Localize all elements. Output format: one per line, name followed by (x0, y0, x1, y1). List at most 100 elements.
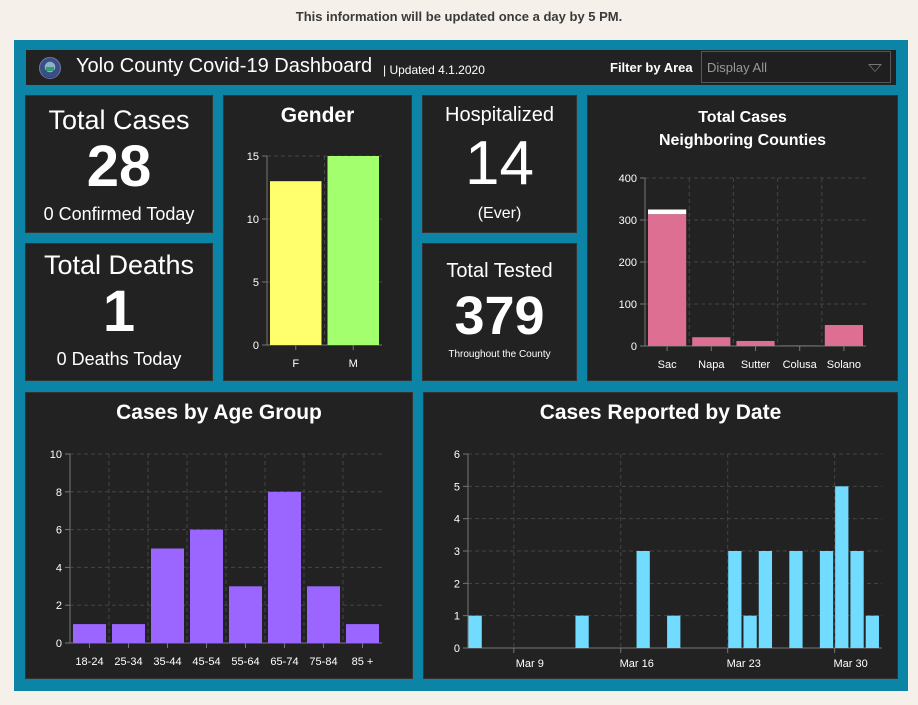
counties-bar (736, 340, 775, 346)
dashboard-title: Yolo County Covid-19 Dashboard (76, 55, 373, 77)
counties-ytick-label: 0 (631, 341, 637, 353)
age-ytick-label: 6 (56, 525, 62, 537)
date-xtick-label: Mar 30 (834, 658, 868, 670)
counties-bar (692, 338, 731, 346)
counties-ytick-label: 300 (619, 215, 637, 227)
date-bar (575, 615, 589, 648)
gender-ytick-label: 5 (253, 277, 259, 289)
counties-xtick-label: Colusa (783, 359, 818, 371)
date-chart-panel: Cases Reported by Date 0 1 2 3 4 5 6 Mar 9 Mar 1… (423, 392, 898, 679)
gender-xtick-label: F (292, 358, 299, 370)
hospitalized-indicator: Hospitalized 14 (Ever) (422, 95, 577, 233)
age-bar (151, 548, 184, 643)
county-seal-icon (39, 57, 61, 79)
age-ytick-label: 4 (56, 562, 62, 574)
age-xtick-label: 55-64 (231, 656, 259, 668)
gender-ytick-label: 0 (253, 340, 259, 352)
age-bar (73, 624, 106, 643)
date-xtick-label: Mar 9 (516, 658, 544, 670)
total-cases-sub: 0 Confirmed Today (43, 204, 195, 224)
counties-xtick-label: Solano (827, 359, 861, 371)
date-bar (636, 551, 650, 648)
age-ytick-label: 0 (56, 638, 62, 650)
date-ytick-label: 0 (454, 643, 460, 655)
date-bar (468, 615, 482, 648)
counties-xtick-label: Napa (698, 359, 725, 371)
counties-chart-panel: Total Cases Neighboring Counties 0 100 200… (587, 95, 898, 381)
age-ytick-label: 2 (56, 600, 62, 612)
total-deaths-sub: 0 Deaths Today (56, 349, 182, 369)
total-cases-title: Total Cases (48, 105, 190, 135)
gender-bar (327, 156, 379, 345)
date-bar (819, 551, 834, 648)
date-xtick-label: Mar 16 (620, 658, 654, 670)
counties-bar (648, 209, 687, 215)
date-ytick-label: 1 (454, 611, 460, 623)
age-xtick-label: 85 + (352, 656, 374, 668)
age-xtick-label: 65-74 (270, 656, 298, 668)
counties-ytick-label: 200 (619, 257, 637, 269)
filter-area-dropdown[interactable]: Display All (701, 51, 891, 83)
date-bar (850, 551, 864, 648)
dashboard-header: Yolo County Covid-19 Dashboard | Updated… (26, 50, 896, 85)
date-ytick-label: 3 (454, 546, 460, 558)
date-bar (865, 615, 879, 648)
total-tested-sub: Throughout the County (448, 349, 551, 360)
date-bar (758, 551, 773, 648)
counties-bar (824, 325, 863, 346)
dashboard-frame: Yolo County Covid-19 Dashboard | Updated… (14, 40, 908, 691)
total-deaths-value: 1 (102, 279, 136, 344)
gender-chart: 0 5 10 15 F M (247, 151, 382, 370)
filter-selected-value: Display All (707, 60, 767, 75)
date-ytick-label: 4 (454, 514, 460, 526)
counties-title-line-2: Neighboring Counties (658, 132, 827, 149)
hospitalized-sub: (Ever) (477, 205, 522, 222)
date-bar (667, 615, 681, 648)
date-chart: 0 1 2 3 4 5 6 Mar 9 Mar 16 Mar 23 Mar 30 (454, 449, 882, 670)
counties-chart-title: Total Cases Neighboring Counties (588, 106, 897, 152)
age-xtick-label: 75-84 (309, 656, 337, 668)
gender-bar (270, 181, 322, 345)
age-bar (307, 586, 340, 643)
age-xtick-label: 45-54 (192, 656, 220, 668)
age-xtick-label: 18-24 (75, 656, 103, 668)
age-chart: 0 2 4 6 8 10 18-24 25-34 35-44 45-54 55-64 65-74 75-… (50, 449, 382, 668)
age-chart-panel: Cases by Age Group 0 2 4 6 8 10 18-24 25-34 35-4… (25, 392, 413, 679)
total-tested-value: 379 (454, 286, 545, 346)
filter-label: Filter by Area (610, 60, 693, 75)
date-bar (728, 551, 742, 648)
gender-ytick-label: 15 (247, 151, 259, 163)
date-xtick-label: Mar 23 (727, 658, 761, 670)
age-bar (268, 491, 301, 643)
total-cases-value: 28 (86, 134, 152, 199)
date-bar (835, 486, 849, 648)
chevron-down-icon (868, 64, 882, 72)
age-bar (112, 624, 145, 643)
total-tested-title: Total Tested (446, 260, 553, 282)
date-ytick-label: 5 (454, 481, 460, 493)
age-ytick-label: 8 (56, 487, 62, 499)
counties-ytick-label: 100 (619, 299, 637, 311)
hospitalized-title: Hospitalized (445, 104, 554, 126)
gender-ytick-label: 10 (247, 214, 259, 226)
age-xtick-label: 25-34 (114, 656, 142, 668)
age-ytick-label: 10 (50, 449, 62, 461)
date-bar (743, 615, 757, 648)
age-bar (190, 529, 223, 643)
age-xtick-label: 35-44 (153, 656, 181, 668)
hospitalized-value: 14 (465, 129, 534, 198)
counties-chart: 0 100 200 300 400 Sac Napa Sutter Colusa Solano (619, 173, 866, 371)
counties-xtick-label: Sac (658, 359, 677, 371)
total-deaths-title: Total Deaths (43, 250, 195, 280)
update-notice: This information will be updated once a … (295, 9, 623, 24)
date-chart-title: Cases Reported by Date (539, 401, 782, 424)
gender-chart-title: Gender (280, 104, 355, 127)
updated-date: | Updated 4.1.2020 (383, 63, 485, 77)
date-ytick-label: 2 (454, 578, 460, 590)
counties-bar (648, 214, 687, 346)
total-cases-indicator: Total Cases 28 0 Confirmed Today (25, 95, 213, 233)
counties-title-line-1: Total Cases (698, 109, 787, 126)
date-bar (789, 551, 803, 648)
age-chart-title: Cases by Age Group (116, 401, 322, 424)
gender-chart-panel: Gender 0 5 10 15 F M (223, 95, 412, 381)
